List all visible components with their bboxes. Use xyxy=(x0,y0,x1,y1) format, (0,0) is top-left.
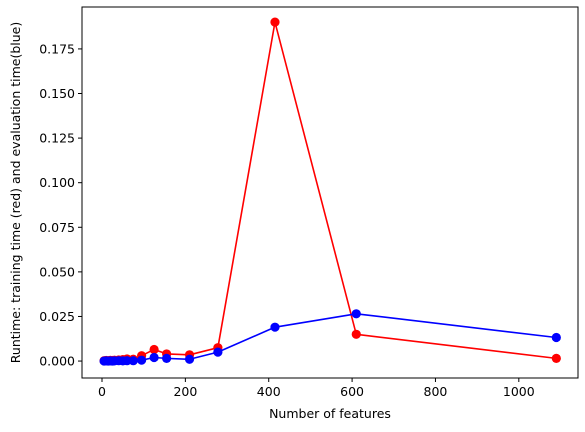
data-point xyxy=(213,347,223,357)
y-tick-label: 0.175 xyxy=(39,41,75,56)
x-tick-label: 0 xyxy=(98,384,106,399)
data-point xyxy=(137,355,147,365)
y-axis-label: Runtime: training time (red) and evaluat… xyxy=(8,22,23,363)
x-tick-label: 800 xyxy=(424,384,448,399)
data-point xyxy=(351,329,361,339)
data-point xyxy=(184,354,195,364)
x-tick-label: 200 xyxy=(173,384,197,399)
data-point xyxy=(149,352,159,363)
y-tick-label: 0.075 xyxy=(39,220,75,235)
data-point xyxy=(351,309,361,319)
x-tick-label: 1000 xyxy=(503,384,535,399)
y-tick-label: 0.050 xyxy=(39,264,75,279)
series-layer xyxy=(99,17,561,366)
series-line xyxy=(104,21,557,362)
x-axis-ticks: 0 200 400 600 800 1000 xyxy=(98,378,535,399)
plot-frame xyxy=(81,6,579,379)
series-1 xyxy=(99,309,561,366)
y-axis-ticks: 0.000 0.025 0.050 0.075 0.100 0.125 0.150 0.175 xyxy=(39,41,82,369)
data-point xyxy=(128,356,138,366)
x-tick-label: 600 xyxy=(340,384,364,399)
data-point xyxy=(270,322,280,332)
y-tick-label: 0.150 xyxy=(39,86,75,101)
y-tick-label: 0.125 xyxy=(39,131,75,146)
y-tick-label: 0.025 xyxy=(39,309,75,324)
data-point xyxy=(162,353,172,363)
data-point xyxy=(551,353,561,363)
x-tick-label: 400 xyxy=(257,384,281,399)
data-point xyxy=(551,332,561,343)
data-point xyxy=(149,344,159,355)
y-tick-label: 0.100 xyxy=(39,175,75,190)
series-0 xyxy=(99,17,561,366)
data-point xyxy=(270,17,280,27)
y-tick-label: 0.000 xyxy=(39,354,75,369)
x-axis-label: Number of features xyxy=(269,406,391,421)
